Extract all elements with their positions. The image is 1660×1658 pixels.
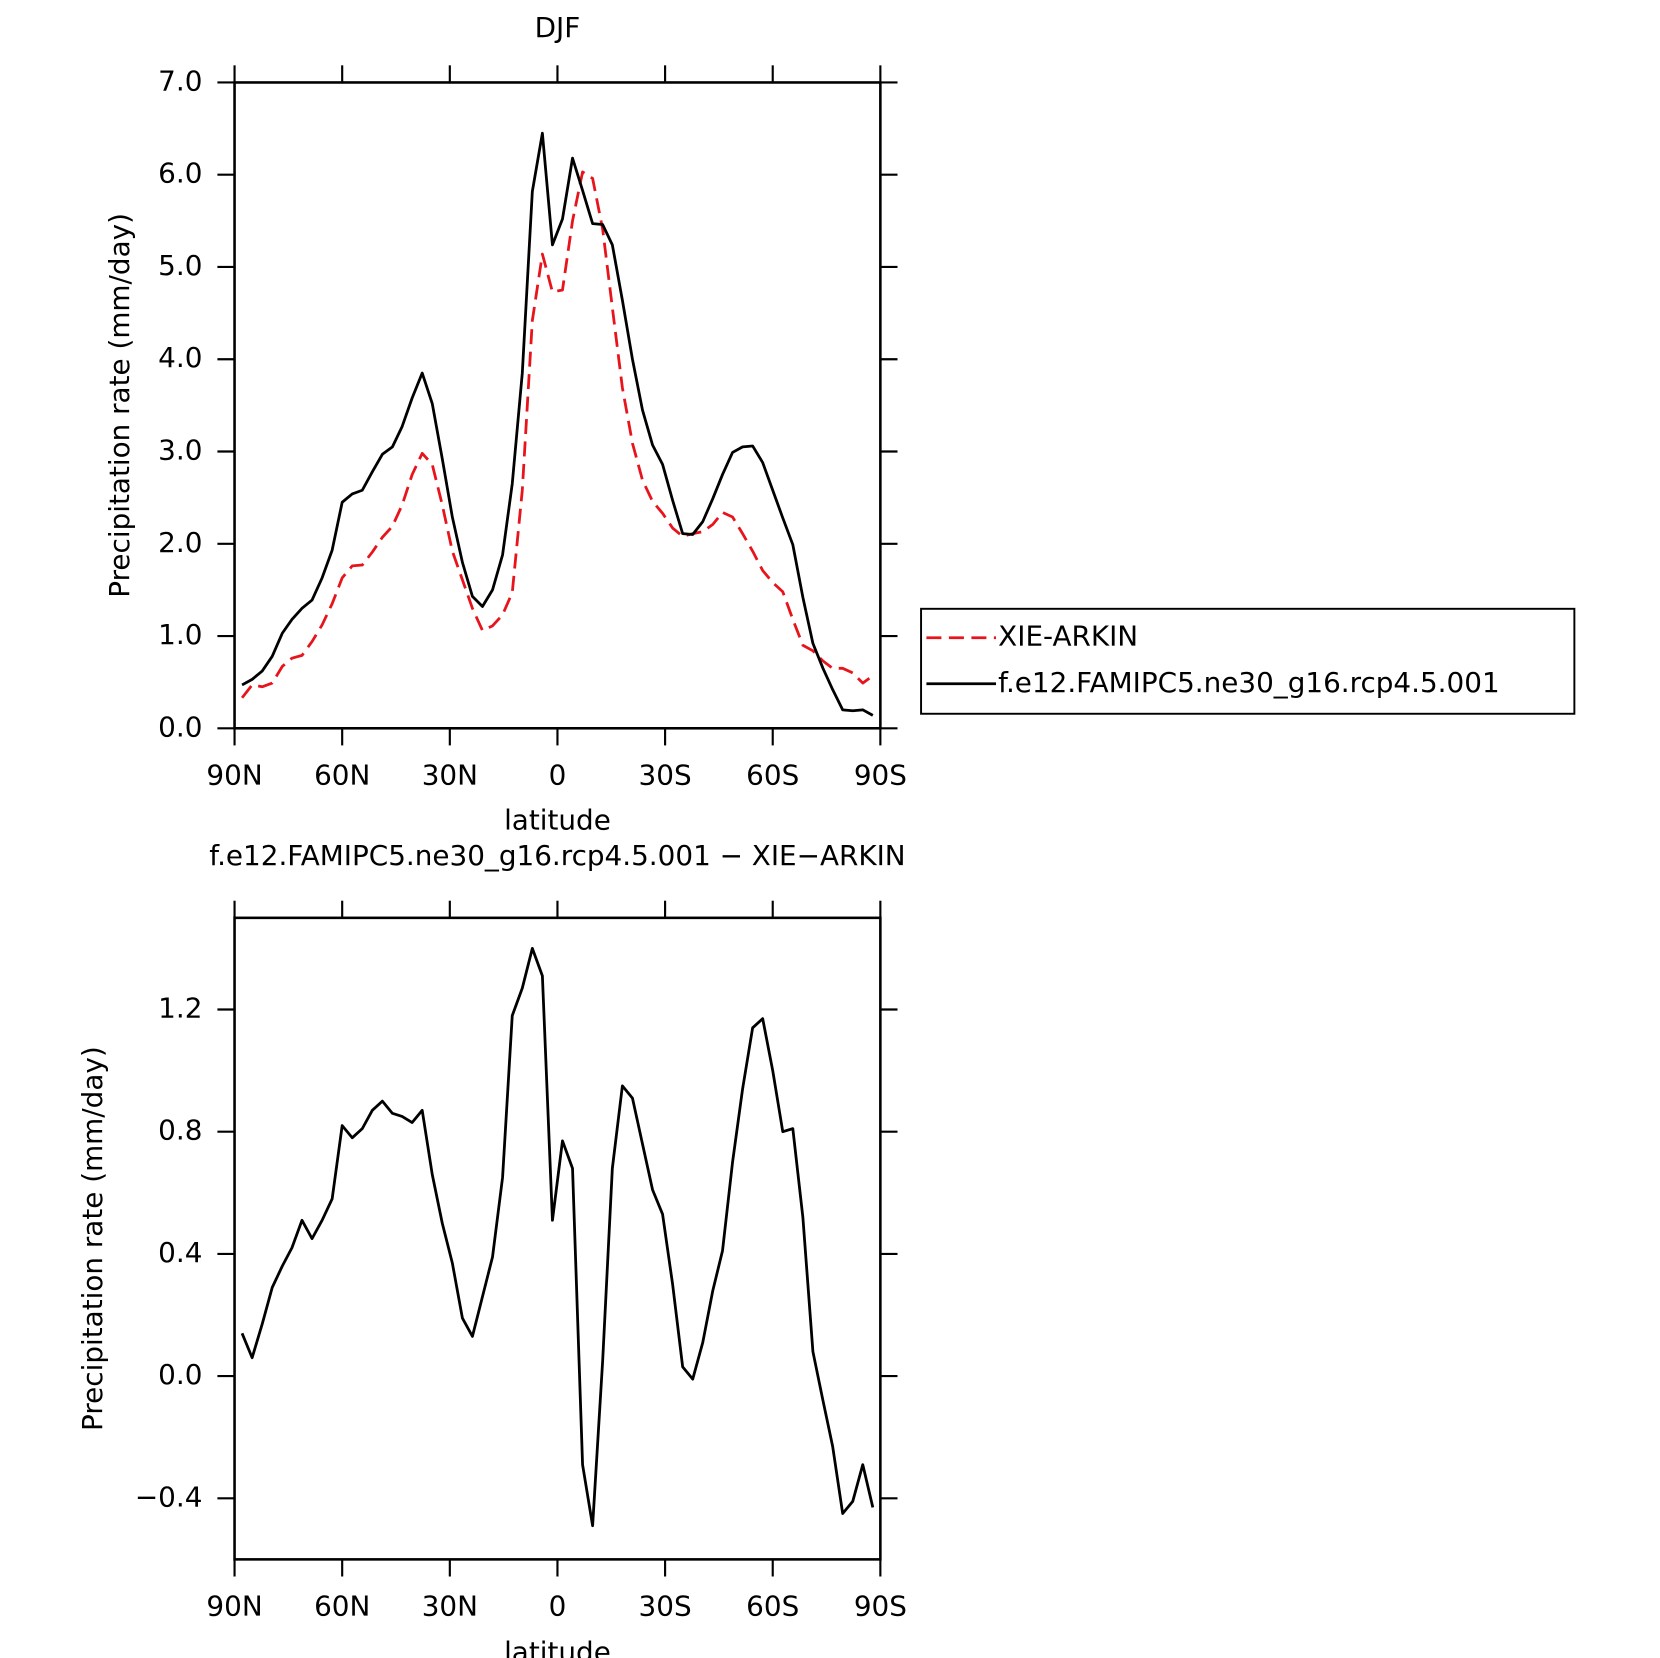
x-tick-label: 30N [422, 758, 478, 791]
y-tick-label: 1.2 [158, 991, 202, 1024]
y-tick-label: 5.0 [158, 249, 202, 282]
x-tick-label: 90S [854, 1590, 907, 1623]
legend-label: XIE-ARKIN [998, 620, 1138, 653]
x-tick-label: 0 [549, 1590, 567, 1623]
x-tick-label: 30S [639, 758, 692, 791]
y-tick-label: 7.0 [158, 64, 202, 97]
y-tick-label: 0.0 [158, 1358, 202, 1391]
y-tick-label: −0.4 [135, 1480, 203, 1513]
series-line [240, 946, 875, 1528]
x-tick-label: 60N [314, 1590, 370, 1623]
x-tick-label: 60N [314, 758, 370, 791]
y-tick-label: 0.0 [158, 710, 202, 743]
y-tick-label: 4.0 [158, 341, 202, 374]
x-tick-label: 90N [206, 758, 262, 791]
legend-label: f.e12.FAMIPC5.ne30_g16.rcp4.5.001 [998, 666, 1499, 699]
y-tick-label: 1.0 [158, 618, 202, 651]
y-tick-label: 2.0 [158, 526, 202, 559]
x-tick-label: 0 [549, 758, 567, 791]
x-tick-label: 30N [422, 1590, 478, 1623]
y-tick-label: 6.0 [158, 157, 202, 190]
series-line [240, 170, 874, 699]
y-axis-label: Precipitation rate (mm/day) [76, 1046, 109, 1431]
x-axis-label: latitude [504, 1636, 611, 1658]
plot-frame [233, 81, 882, 730]
legend-box [920, 607, 1576, 715]
series-line [241, 131, 874, 717]
y-tick-label: 0.4 [158, 1236, 202, 1269]
x-tick-label: 90S [854, 758, 907, 791]
chart-title: f.e12.FAMIPC5.ne30_g16.rcp4.5.001 − XIE−… [209, 839, 905, 872]
x-tick-label: 90N [206, 1590, 262, 1623]
y-axis-label: Precipitation rate (mm/day) [103, 213, 136, 598]
y-tick-label: 3.0 [158, 434, 202, 467]
y-tick-label: 0.8 [158, 1114, 202, 1147]
figure: DJF latitude Precipitation rate (mm/day) 90… [76, 11, 1576, 1658]
x-axis-label: latitude [504, 803, 611, 836]
plot-frame [233, 916, 882, 1561]
x-tick-label: 60S [746, 758, 799, 791]
x-tick-label: 30S [639, 1590, 692, 1623]
chart-title: DJF [535, 11, 581, 44]
x-tick-label: 60S [746, 1590, 799, 1623]
